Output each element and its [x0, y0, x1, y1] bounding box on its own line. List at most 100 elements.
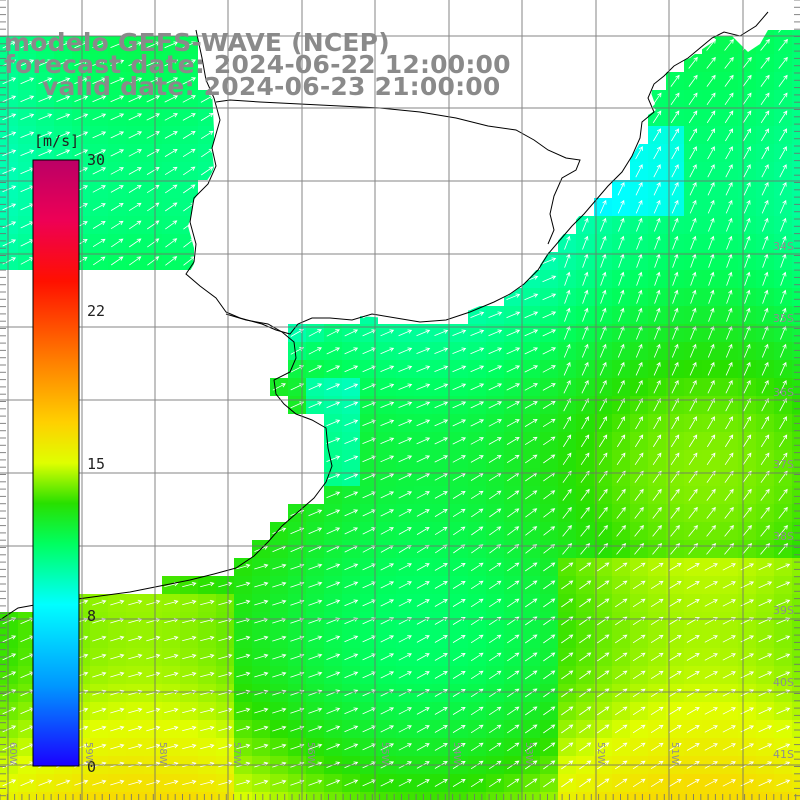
wind-arrow — [708, 217, 715, 232]
wind-arrow — [2, 95, 17, 103]
wind-arrow — [92, 671, 107, 678]
wind-arrow — [344, 599, 359, 607]
wind-arrow — [2, 653, 17, 661]
wind-arrow — [722, 581, 736, 589]
wind-arrow — [562, 506, 572, 519]
wind-arrow — [779, 146, 787, 160]
wind-arrow — [146, 59, 161, 67]
wind-arrow — [542, 275, 557, 283]
wind-arrow — [635, 164, 643, 178]
wind-speed-cell — [216, 792, 234, 800]
longitude-label: 60W — [7, 742, 18, 765]
wind-arrow — [434, 526, 448, 536]
wind-arrow — [92, 256, 106, 266]
wind-arrow — [434, 347, 449, 354]
wind-arrow — [704, 635, 718, 643]
wind-arrow — [92, 113, 107, 121]
wind-arrow — [543, 580, 556, 590]
wind-arrow — [200, 707, 215, 714]
wind-arrow — [200, 581, 215, 588]
wind-arrow — [543, 724, 556, 734]
wind-arrow — [398, 347, 413, 355]
wind-arrow — [762, 235, 769, 250]
wind-arrow — [308, 689, 323, 696]
wind-arrow — [722, 599, 736, 607]
wind-arrow — [489, 508, 502, 518]
wind-arrow — [724, 488, 734, 501]
wind-arrow — [164, 148, 178, 157]
wind-arrow — [506, 311, 521, 319]
longitude-label: 52W — [595, 742, 606, 765]
wind-arrow — [110, 167, 124, 175]
wind-arrow — [326, 455, 341, 462]
wind-arrow — [74, 149, 89, 157]
wind-arrow — [470, 508, 484, 518]
wind-arrow — [706, 92, 716, 106]
wind-arrow — [686, 671, 700, 679]
wind-arrow — [724, 56, 734, 69]
wind-arrow — [598, 452, 608, 466]
latitude-label: 34S — [773, 240, 794, 253]
wind-arrow — [542, 400, 556, 409]
wind-arrow — [56, 77, 71, 84]
wind-arrow — [236, 563, 251, 570]
wind-arrow — [722, 743, 736, 751]
wind-arrow — [218, 635, 233, 642]
wind-arrow — [380, 743, 395, 751]
wind-arrow — [147, 256, 160, 266]
wind-arrow — [434, 725, 448, 733]
wind-arrow — [398, 473, 413, 481]
longitude-label: 54W — [451, 742, 462, 765]
latitude-label: 40S — [773, 676, 794, 689]
wind-arrow — [506, 293, 521, 300]
wind-arrow — [561, 688, 574, 698]
wind-arrow — [776, 581, 791, 589]
wind-arrow — [614, 580, 628, 590]
wind-arrow — [778, 92, 788, 106]
wind-arrow — [380, 599, 395, 607]
wind-arrow — [434, 653, 448, 661]
wind-arrow — [506, 401, 520, 409]
wind-arrow — [725, 361, 733, 376]
wind-speed-cell — [792, 90, 800, 108]
wind-arrow — [146, 184, 160, 194]
colorbar-tick-label: 30 — [87, 151, 106, 169]
wind-arrow — [525, 508, 538, 518]
wind-speed-cell — [738, 792, 756, 800]
wind-arrow — [416, 419, 431, 427]
wind-arrow — [326, 383, 341, 391]
wind-arrow — [617, 199, 625, 214]
wind-arrow — [762, 217, 769, 232]
wind-arrow — [146, 653, 161, 660]
wind-arrow — [524, 742, 538, 752]
wind-arrow — [2, 707, 17, 715]
land-mass — [0, 0, 800, 320]
wind-arrow — [600, 289, 607, 304]
wind-arrow — [398, 455, 413, 463]
wind-arrow — [724, 452, 734, 466]
wind-arrow — [579, 706, 592, 716]
wind-arrow — [778, 506, 788, 519]
wind-arrow — [579, 598, 592, 608]
wind-arrow — [129, 256, 142, 266]
wind-arrow — [470, 706, 484, 716]
wind-arrow — [616, 452, 626, 466]
wind-arrow — [758, 707, 773, 715]
wind-arrow — [92, 779, 107, 786]
wind-arrow — [164, 779, 179, 786]
wind-arrow — [671, 164, 679, 178]
wind-arrow — [398, 401, 413, 408]
wind-arrow — [110, 95, 125, 103]
wind-arrow — [470, 778, 484, 788]
wind-arrow — [599, 361, 607, 376]
wind-arrow — [778, 74, 788, 87]
wind-arrow — [725, 164, 733, 178]
title-forecast-date: forecast date: 2024-06-22 12:00:00 — [4, 50, 511, 79]
wind-arrow — [470, 634, 484, 644]
wind-arrow — [200, 599, 215, 606]
wind-arrow — [236, 743, 251, 750]
wind-arrow — [128, 41, 143, 48]
wind-arrow — [707, 343, 715, 358]
wind-arrow — [452, 383, 467, 391]
wind-arrow — [524, 365, 539, 373]
